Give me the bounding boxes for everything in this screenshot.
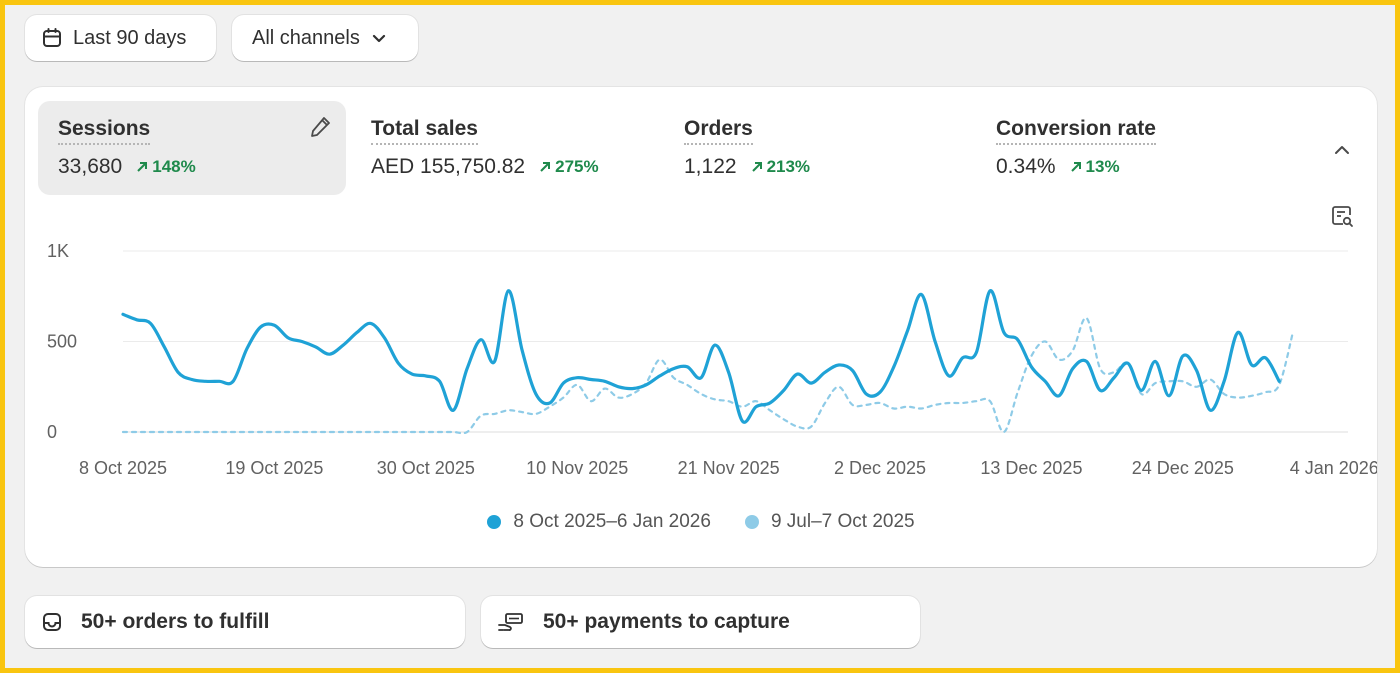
legend-dot-previous [744,515,759,529]
inbox-icon [43,613,61,631]
series-line-previous [121,316,1294,435]
x-tick-label: 13 Dec 2025 [980,458,1082,478]
chart-legend: 8 Oct 2025–6 Jan 2026 9 Jul–7 Oct 2025 [25,511,1377,533]
legend-current[interactable]: 8 Oct 2025–6 Jan 2026 [487,511,711,533]
orders-to-fulfill-button[interactable]: 50+ orders to fulfill [25,596,465,648]
legend-current-label: 8 Oct 2025–6 Jan 2026 [513,511,711,532]
metric-conversion-rate[interactable]: Conversion rate 0.34% 13% [976,101,1284,195]
metric-change-value: 148% [152,157,196,176]
date-range-button[interactable]: Last 90 days [25,15,216,61]
metric-title: Sessions [58,117,151,145]
legend-previous[interactable]: 9 Jul–7 Oct 2025 [744,511,915,533]
metric-change: 213% [751,157,810,177]
analytics-card: 0 500 1K 8 Oct 2025 19 Oct 2025 30 Oct 2025 10… [25,87,1377,567]
metric-change: 13% [1070,157,1120,177]
sessions-chart: 0 500 1K 8 Oct 2025 19 Oct 2025 30 Oct 2025 10… [47,241,1377,478]
x-tick-label: 24 Dec 2025 [1132,458,1234,478]
metric-sessions[interactable]: Sessions 33,680 148% [38,101,346,195]
metric-total-sales[interactable]: Total sales AED 155,750.82 275% [351,101,659,195]
arrow-up-right-icon [751,162,762,172]
metric-value: 0.34% [996,155,1056,178]
metric-title: Orders [684,117,753,145]
x-tick-label: 4 Jan 2026 [1290,458,1377,478]
metric-value: AED 155,750.82 [371,155,526,178]
payments-to-capture-button[interactable]: 50+ payments to capture [481,596,920,648]
metric-value: 33,680 [58,155,123,178]
metric-change-value: 13% [1085,157,1120,176]
legend-previous-label: 9 Jul–7 Oct 2025 [770,511,915,532]
x-tick-label: 2 Dec 2025 [834,458,926,478]
orders-to-fulfill-label: 50+ orders to fulfill [81,610,270,633]
x-tick-label: 10 Nov 2025 [526,458,628,478]
series-line-current [121,289,1281,424]
x-tick-label: 8 Oct 2025 [79,458,167,478]
date-range-label: Last 90 days [73,26,187,49]
channel-select[interactable]: All channels [232,15,418,61]
x-tick-label: 30 Oct 2025 [377,458,475,478]
chevron-up-icon[interactable] [1331,139,1353,161]
y-tick-label: 1K [47,241,69,261]
chevron-down-icon [372,34,385,43]
metric-orders[interactable]: Orders 1,122 213% [664,101,972,195]
y-tick-label: 500 [47,332,77,352]
channel-label: All channels [252,26,360,49]
chart-search-icon[interactable] [1329,203,1355,229]
metric-title: Conversion rate [996,117,1156,145]
hand-cash-icon [498,613,523,631]
metric-value: 1,122 [684,155,737,178]
calendar-icon [43,28,61,47]
x-tick-label: 21 Nov 2025 [678,458,780,478]
x-tick-label: 19 Oct 2025 [225,458,323,478]
arrow-up-right-icon [137,162,148,172]
legend-dot-current [487,515,502,529]
arrow-up-right-icon [540,162,551,172]
metric-change: 148% [136,157,196,177]
payments-to-capture-label: 50+ payments to capture [543,610,790,633]
metric-change-value: 213% [766,157,811,176]
metric-title: Total sales [371,117,478,145]
metric-change-value: 275% [555,157,599,176]
metric-change: 275% [539,157,599,177]
y-tick-label: 0 [47,422,57,442]
pencil-icon[interactable] [308,115,332,139]
arrow-up-right-icon [1070,162,1081,172]
